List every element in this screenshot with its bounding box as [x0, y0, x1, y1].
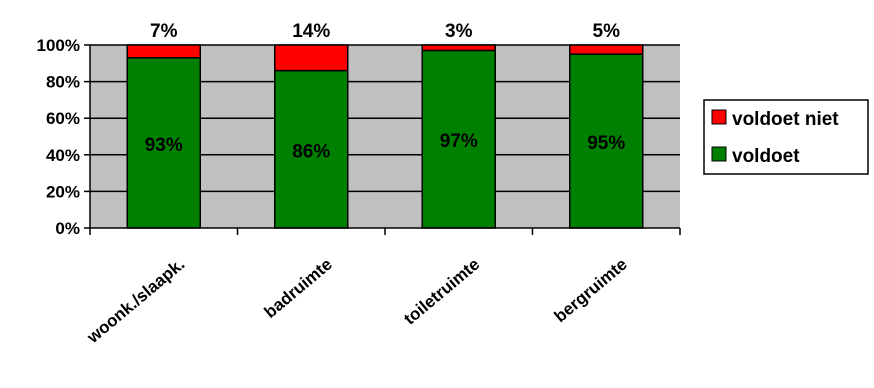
bar-voldoet-niet-1: [274, 44, 349, 72]
legend-label-voldoet-niet: voldoet niet: [732, 109, 839, 130]
y-tick-label: 60%: [46, 109, 80, 128]
y-axis-ticks: 0% 20% 40% 60% 80% 100%: [37, 36, 90, 238]
legend: voldoet niet voldoet: [703, 99, 869, 175]
data-label-voldoet-niet-2: 3%: [445, 21, 473, 42]
data-labels: 93% 7% 86% 14% 97% 3% 95% 5%: [145, 21, 626, 162]
bar-voldoet-niet-0: [126, 44, 201, 59]
category-label: woonk./slaapk.: [83, 255, 189, 348]
y-tick-label: 20%: [46, 182, 80, 201]
category-label: toiletruimte: [400, 255, 483, 329]
bar-voldoet-3: [569, 53, 644, 229]
bar-voldoet-niet-2: [421, 44, 496, 52]
y-tick-label: 80%: [46, 73, 80, 92]
data-label-voldoet-1: 86%: [292, 141, 330, 162]
legend-swatch-voldoet-niet: [711, 109, 727, 125]
data-label-voldoet-3: 95%: [587, 133, 625, 154]
data-label-voldoet-niet-1: 14%: [292, 21, 330, 42]
y-tick-label: 40%: [46, 146, 80, 165]
y-tick-label: 0%: [55, 219, 80, 238]
data-label-voldoet-2: 97%: [440, 131, 478, 152]
bar-voldoet-0: [126, 57, 201, 229]
data-label-voldoet-niet-3: 5%: [593, 21, 621, 42]
bar-voldoet-2: [421, 49, 496, 229]
x-axis-ticks: woonk./slaapk. badruimte toiletruimte bergr…: [83, 228, 681, 348]
y-tick-label: 100%: [37, 36, 80, 55]
legend-label-voldoet: voldoet: [732, 146, 800, 167]
data-label-voldoet-0: 93%: [145, 135, 183, 156]
category-label: bergruimte: [551, 255, 631, 327]
data-label-voldoet-niet-0: 7%: [150, 21, 178, 42]
bars: [126, 44, 644, 229]
category-label: badruimte: [261, 255, 336, 322]
bar-voldoet-niet-3: [569, 44, 644, 55]
legend-box: [703, 99, 869, 175]
bar-voldoet-1: [274, 69, 349, 229]
legend-swatch-voldoet: [711, 146, 727, 162]
